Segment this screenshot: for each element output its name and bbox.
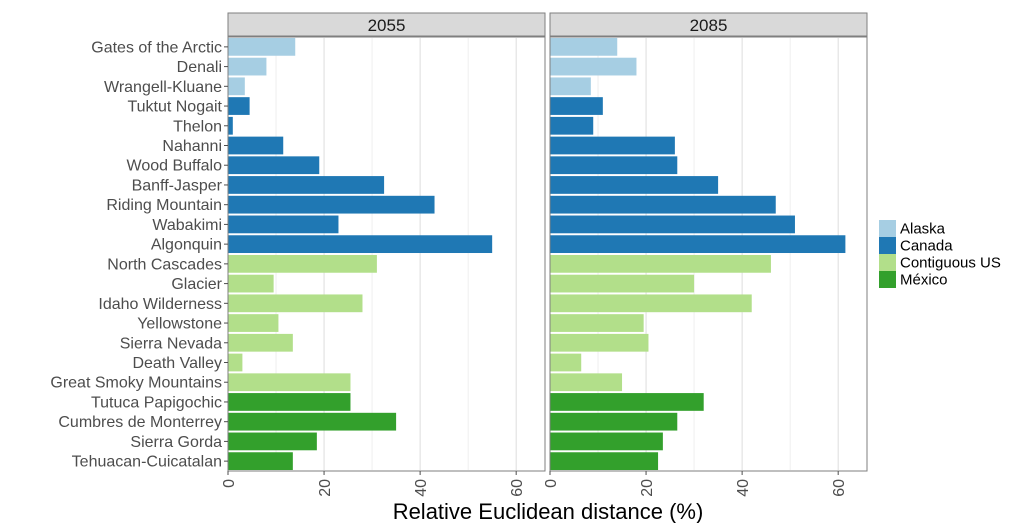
legend-key-canada [879,237,896,254]
bar-2085-6 [550,156,678,175]
bar-2085-16 [550,353,582,372]
bar-2085-8 [550,195,776,214]
bar-2085-3 [550,97,603,115]
bar-2055-17 [228,373,351,392]
category-label: Cumbres de Monterrey [58,414,222,431]
bar-2055-7 [228,176,385,194]
bar-2055-8 [228,195,435,214]
bar-2055-9 [228,215,339,234]
panel-2085: 2085 0 20 40 60 [543,12,868,497]
x-tick-label: 0 [543,479,560,488]
bar-2055-11 [228,254,377,273]
bar-2055-18 [228,393,351,411]
bar-2085-14 [550,314,644,332]
facet-strip [549,12,868,37]
legend-label: Alaska [900,221,946,238]
facet-title: 2055 [368,16,406,35]
category-label: Yellowstone [137,316,222,333]
bar-2055-1 [228,57,267,76]
category-label: Riding Mountain [106,197,222,214]
category-label: Sierra Nevada [120,335,222,352]
category-label: Gates of the Arctic [91,39,222,56]
category-label: Death Valley [132,355,222,372]
bar-2085-1 [550,57,637,76]
bar-2055-0 [228,37,296,56]
category-label: Banff-Jasper [132,177,223,194]
facet-title: 2085 [690,16,728,35]
category-label: Sierra Gorda [130,434,222,451]
bar-2055-4 [228,116,233,135]
category-label: Glacier [171,276,222,293]
panel-border [549,36,868,472]
bar-2055-21 [228,452,293,471]
category-labels: Gates of the Arctic Denali Wrangell-Kluane… [50,39,228,471]
legend-label: Canada [900,238,953,255]
bar-2085-0 [550,37,618,56]
bar-2055-12 [228,274,274,293]
bar-2085-13 [550,294,752,313]
legend-key-méxico [879,271,896,288]
bar-2055-15 [228,333,293,352]
category-label: North Cascades [107,256,222,273]
x-tick-label: 20 [317,479,334,497]
bar-2085-9 [550,215,795,234]
facet-strip [227,12,546,37]
bar-2055-20 [228,432,317,451]
bar-2085-11 [550,254,771,273]
category-label: Idaho Wilderness [98,296,222,313]
bar-2055-3 [228,97,250,115]
panel-2055: 2055 0 20 40 60 [221,12,546,497]
bar-2085-19 [550,412,678,431]
bar-2055-2 [228,77,245,96]
x-tick-label: 0 [221,479,238,488]
category-label: Wood Buffalo [127,158,223,175]
panels-layer: 2055 0 20 40 60 2085 0 20 40 60 [221,12,868,497]
category-label: Tutuca Papigochic [91,394,222,411]
category-label: Denali [177,59,222,76]
x-tick-label: 60 [509,479,526,497]
category-label: Wabakimi [152,217,222,234]
category-label: Algonquin [151,237,222,254]
bar-2085-18 [550,393,704,411]
bar-2055-16 [228,353,243,372]
panel-border [227,36,546,472]
category-label: Tehuacan-Cuicatalan [72,454,222,471]
bar-2085-2 [550,77,591,96]
category-label: Wrangell-Kluane [104,79,222,96]
bar-2085-12 [550,274,695,293]
bar-2085-4 [550,116,594,135]
category-label: Tuktut Nogait [127,99,222,116]
legend-label: Contiguous US [900,255,1001,272]
bar-2085-15 [550,333,649,352]
bar-2085-10 [550,235,846,254]
bar-2085-17 [550,373,623,392]
bar-2055-19 [228,412,397,431]
bar-2055-5 [228,136,284,155]
bar-2085-5 [550,136,675,155]
bar-2085-7 [550,176,719,194]
x-tick-label: 40 [735,479,752,497]
category-label: Thelon [173,118,222,135]
x-axis-title: Relative Euclidean distance (%) [393,499,704,523]
legend-label: México [900,272,948,289]
x-tick-label: 20 [639,479,656,497]
bar-2055-10 [228,235,493,254]
bar-2055-6 [228,156,320,175]
bar-2055-13 [228,294,363,313]
x-tick-label: 60 [831,479,848,497]
category-label: Nahanni [162,138,222,155]
legend-key-contiguous-us [879,254,896,271]
bar-2055-14 [228,314,279,332]
legend-key-alaska [879,220,896,237]
bar-2085-21 [550,452,659,471]
x-tick-label: 40 [413,479,430,497]
category-label: Great Smoky Mountains [50,375,222,392]
bar-2085-20 [550,432,663,451]
